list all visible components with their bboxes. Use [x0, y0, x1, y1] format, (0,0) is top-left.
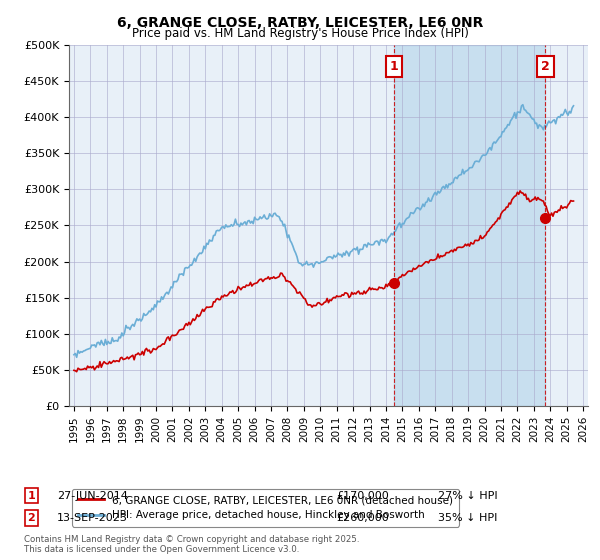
Text: 35% ↓ HPI: 35% ↓ HPI: [438, 513, 497, 523]
Text: 2: 2: [541, 60, 550, 73]
Legend: 6, GRANGE CLOSE, RATBY, LEICESTER, LE6 0NR (detached house), HPI: Average price,: 6, GRANGE CLOSE, RATBY, LEICESTER, LE6 0…: [71, 489, 460, 526]
Text: 1: 1: [390, 60, 398, 73]
Text: Contains HM Land Registry data © Crown copyright and database right 2025.
This d: Contains HM Land Registry data © Crown c…: [24, 535, 359, 554]
Text: 27-JUN-2014: 27-JUN-2014: [57, 491, 128, 501]
Text: 13-SEP-2023: 13-SEP-2023: [57, 513, 128, 523]
Text: 2: 2: [28, 513, 35, 523]
Text: 1: 1: [28, 491, 35, 501]
Text: £260,000: £260,000: [336, 513, 389, 523]
Text: 6, GRANGE CLOSE, RATBY, LEICESTER, LE6 0NR: 6, GRANGE CLOSE, RATBY, LEICESTER, LE6 0…: [117, 16, 483, 30]
Text: 27% ↓ HPI: 27% ↓ HPI: [438, 491, 497, 501]
Text: £170,000: £170,000: [336, 491, 389, 501]
Bar: [394, 45, 545, 406]
Text: Price paid vs. HM Land Registry's House Price Index (HPI): Price paid vs. HM Land Registry's House …: [131, 27, 469, 40]
